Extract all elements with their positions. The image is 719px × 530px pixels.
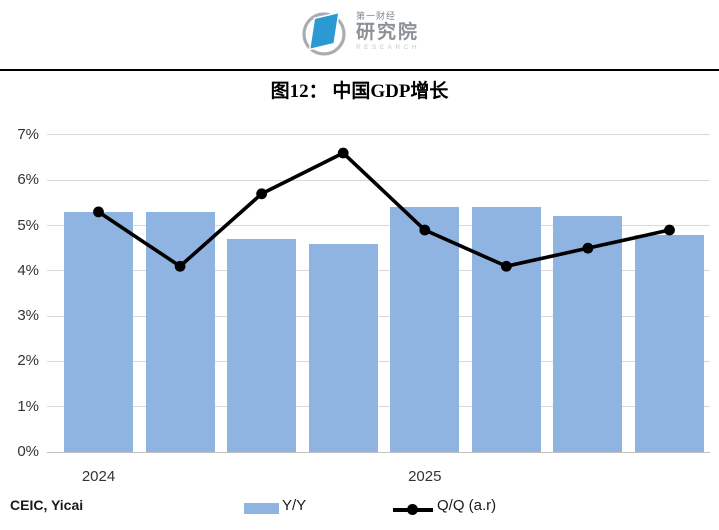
yicai-logo-text: 第一财经 研究院 RESEARCH bbox=[356, 12, 420, 52]
qq-marker bbox=[256, 188, 268, 200]
bar-yy bbox=[471, 207, 541, 452]
x-axis-line bbox=[47, 451, 710, 453]
gridline bbox=[47, 270, 710, 272]
y-tick-label: 6% bbox=[17, 171, 39, 189]
logo-institute-cn: 研究院 bbox=[355, 22, 419, 44]
bar-yy bbox=[634, 234, 704, 452]
gridline bbox=[47, 179, 710, 181]
logo-brand-cn: 第一财经 bbox=[355, 11, 396, 22]
bar-yy bbox=[553, 216, 623, 452]
bar-yy bbox=[390, 207, 460, 452]
y-tick-label: 5% bbox=[17, 216, 39, 234]
logo-research-en: RESEARCH bbox=[355, 44, 421, 52]
y-tick-label: 7% bbox=[17, 125, 39, 143]
x-axis-label: 2024 bbox=[81, 468, 116, 485]
qq-marker bbox=[337, 147, 349, 159]
y-tick-label: 4% bbox=[17, 261, 39, 279]
legend-label-qq: Q/Q (a.r) bbox=[437, 497, 497, 514]
x-axis-label: 2025 bbox=[408, 468, 442, 485]
legend-bar-swatch bbox=[244, 503, 279, 514]
gridline bbox=[47, 406, 710, 408]
legend-line-marker bbox=[407, 504, 418, 515]
gridline bbox=[47, 134, 710, 136]
y-tick-label: 1% bbox=[17, 397, 39, 415]
bar-yy bbox=[308, 243, 378, 452]
bar-yy bbox=[145, 211, 215, 452]
y-tick-label: 2% bbox=[17, 352, 39, 370]
source-label: CEIC, Yicai bbox=[10, 497, 84, 513]
y-tick-label: 0% bbox=[17, 443, 39, 460]
header: 第一财经 研究院 RESEARCH bbox=[0, 4, 719, 60]
yicai-logo-icon bbox=[302, 11, 346, 56]
gridline bbox=[47, 315, 710, 317]
y-tick-label: 3% bbox=[17, 307, 39, 325]
gridline bbox=[47, 360, 710, 362]
figure-title: 图12： 中国GDP增长 bbox=[270, 81, 449, 102]
header-divider bbox=[0, 69, 719, 71]
legend-label-yy: Y/Y bbox=[282, 497, 307, 514]
bar-yy bbox=[64, 211, 133, 452]
bar-yy bbox=[227, 239, 297, 452]
